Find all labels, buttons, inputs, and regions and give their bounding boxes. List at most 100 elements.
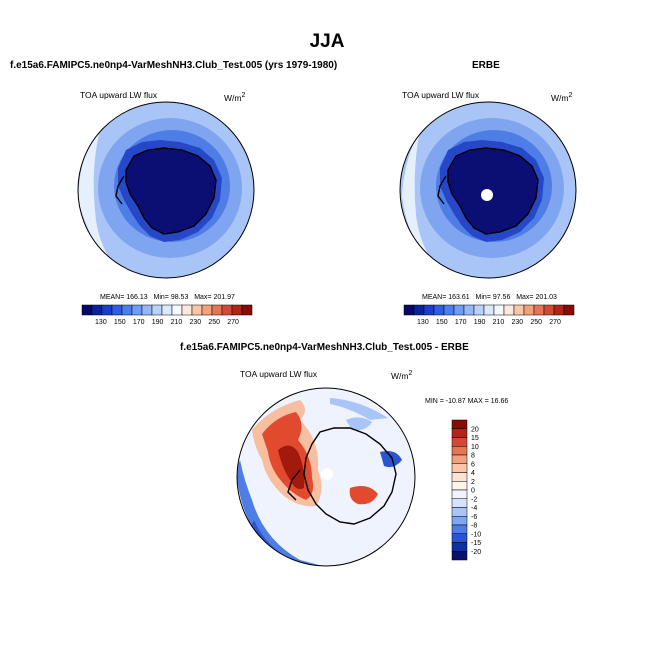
panel-1-title: f.e15a6.FAMIPC5.ne0np4-VarMeshNH3.Club_T… (10, 60, 338, 71)
panel-3-blue-blob-east (380, 451, 402, 468)
panel-3-map (237, 388, 415, 566)
panel-1-colorbar-swatch (161, 304, 173, 316)
panel-3-title: f.e15a6.FAMIPC5.ne0np4-VarMeshNH3.Club_T… (180, 342, 469, 353)
panel-3-colorbar-swatch (451, 463, 468, 473)
panel-1-units: W/m2 (224, 92, 246, 103)
panel-3-colorbar-swatch (451, 524, 468, 534)
panel-2-coastline (437, 147, 539, 235)
panel-3-dark-red-region (278, 445, 305, 489)
panel-1-colorbar-tick-label: 210 (171, 319, 183, 326)
panel-3-colorbar-swatch (451, 489, 468, 499)
panel-1-coastline (115, 147, 217, 235)
panel-3-colorbar-tick-label: 6 (471, 461, 475, 468)
panel-2-colorbar-swatch (483, 304, 495, 316)
panel-3-base (237, 388, 415, 566)
panel-1-colorbar-swatch (171, 304, 183, 316)
panel-3-colorbar-swatch (451, 454, 468, 464)
panel-2-map-border (399, 101, 577, 279)
panel-2-colorbar-tick-label: 250 (530, 319, 542, 326)
panel-1-colorbar-swatch (91, 304, 103, 316)
panel-2-field-label: TOA upward LW flux (402, 90, 480, 100)
panel-3-colorbar-swatch (451, 481, 468, 491)
panel-1-colorbar-swatch (241, 304, 253, 316)
panel-2-colorbar-swatch (453, 304, 465, 316)
panel-2-colorbar-swatch (433, 304, 445, 316)
panel-2-colorbar-swatch (563, 304, 575, 316)
panel-1-colorbar-tick-label: 270 (227, 319, 239, 326)
panel-2-colorbar-tick-label: 170 (455, 319, 467, 326)
panel-1-colorbar-tick-label: 230 (189, 319, 201, 326)
panel-1-colorbar-swatch (101, 304, 113, 316)
panel-3-colorbar-tick-label: -8 (471, 523, 477, 530)
panel-2-colorbar-swatch (443, 304, 455, 316)
panel-3-colorbar-tick-label: 2 (471, 479, 475, 486)
panel-1-pale-patch (78, 130, 120, 272)
panel-3-colorbar-tick-label: -6 (471, 514, 477, 521)
panel-3-colorbar-tick-label: -20 (471, 549, 481, 556)
panel-1-colorbar-tick-label: 150 (114, 319, 126, 326)
panel-3-map-border (236, 387, 416, 567)
panel-3-colorbar-swatch (451, 446, 468, 456)
panel-2-map (400, 102, 576, 278)
panel-1-colorbar-tick-label: 130 (95, 319, 107, 326)
panel-3-field-label: TOA upward LW flux (240, 369, 318, 379)
panel-3-colorbar-tick-label: 15 (471, 435, 479, 442)
panel-3-lightblue-blob (346, 417, 372, 431)
panel-3-colorbar-tick-label: -15 (471, 540, 481, 547)
panel-1-interior (126, 148, 216, 234)
panel-2-colorbar-swatch (543, 304, 555, 316)
panel-2-colorbar-swatch (423, 304, 435, 316)
panel-1-colorbar-swatch (191, 304, 203, 316)
panel-2-colorbar-swatch (513, 304, 525, 316)
panel-1-colorbar-swatch (181, 304, 193, 316)
panel-3-colorbar-swatch (451, 472, 468, 482)
panel-2-colorbar-swatch (493, 304, 505, 316)
panel-2-title: ERBE (472, 60, 500, 71)
panel-2-colorbar-tick-label: 230 (511, 319, 523, 326)
panel-1-mean: MEAN= 166.13 (100, 294, 148, 301)
panel-2-colorbar-swatch (523, 304, 535, 316)
panel-1-colorbar-swatch (121, 304, 133, 316)
panel-2-units: W/m2 (551, 92, 573, 103)
panel-2-colorbar: 130 150 170 190 210 230 250 270 (403, 304, 575, 326)
panel-3-colorbar-swatch (451, 437, 468, 447)
panel-1-colorbar-swatch (211, 304, 223, 316)
panel-3-coastline (287, 427, 397, 525)
panel-1-colorbar-swatch (81, 304, 93, 316)
panel-2-pale-patch (402, 130, 440, 272)
panel-2-min: Min= 97.56 (475, 294, 511, 301)
panel-3-colorbar-tick-label: -4 (471, 505, 477, 512)
panel-2-colorbar-swatch (413, 304, 425, 316)
panel-3-colorbar-swatch (451, 507, 468, 517)
panel-3-blue-rim-west (237, 460, 330, 566)
panel-2-pole-hole (481, 189, 493, 201)
panel-3-colorbar-tick-label: 4 (471, 470, 475, 477)
main-title: JJA (309, 31, 345, 52)
panel-3-colorbar-tick-label: -2 (471, 496, 477, 503)
panel-2-colorbar-swatch (473, 304, 485, 316)
panel-1-colorbar-tick-label: 190 (152, 319, 164, 326)
panel-2-colorbar-swatch (553, 304, 565, 316)
panel-1-colorbar-swatch (201, 304, 213, 316)
panel-2-colorbar-tick-label: 210 (493, 319, 505, 326)
panel-2-colorbar-swatch (403, 304, 415, 316)
panel-2-interior (448, 148, 538, 234)
panel-3-pole-hole (321, 468, 333, 480)
panel-1-colorbar-swatch (221, 304, 233, 316)
panel-2-colorbar-tick-label: 150 (436, 319, 448, 326)
panel-3-colorbar-tick-label: -10 (471, 531, 481, 538)
panel-3-colorbar-swatch (451, 498, 468, 508)
panel-1-field-label: TOA upward LW flux (80, 90, 158, 100)
panel-2-colorbar-swatch (463, 304, 475, 316)
panel-2-colorbar-swatch (503, 304, 515, 316)
panel-2-mean: MEAN= 163.61 (422, 294, 470, 301)
panel-2-colorbar-swatch (533, 304, 545, 316)
panel-3-colorbar-swatch (451, 551, 468, 561)
panel-1-colorbar-swatch (141, 304, 153, 316)
panel-1-map-border (77, 101, 255, 279)
panel-1-colorbar-swatch (111, 304, 123, 316)
panel-1-colorbar-tick-label: 250 (208, 319, 220, 326)
panel-1-colorbar-swatch (131, 304, 143, 316)
panel-1-colorbar-swatch (231, 304, 243, 316)
